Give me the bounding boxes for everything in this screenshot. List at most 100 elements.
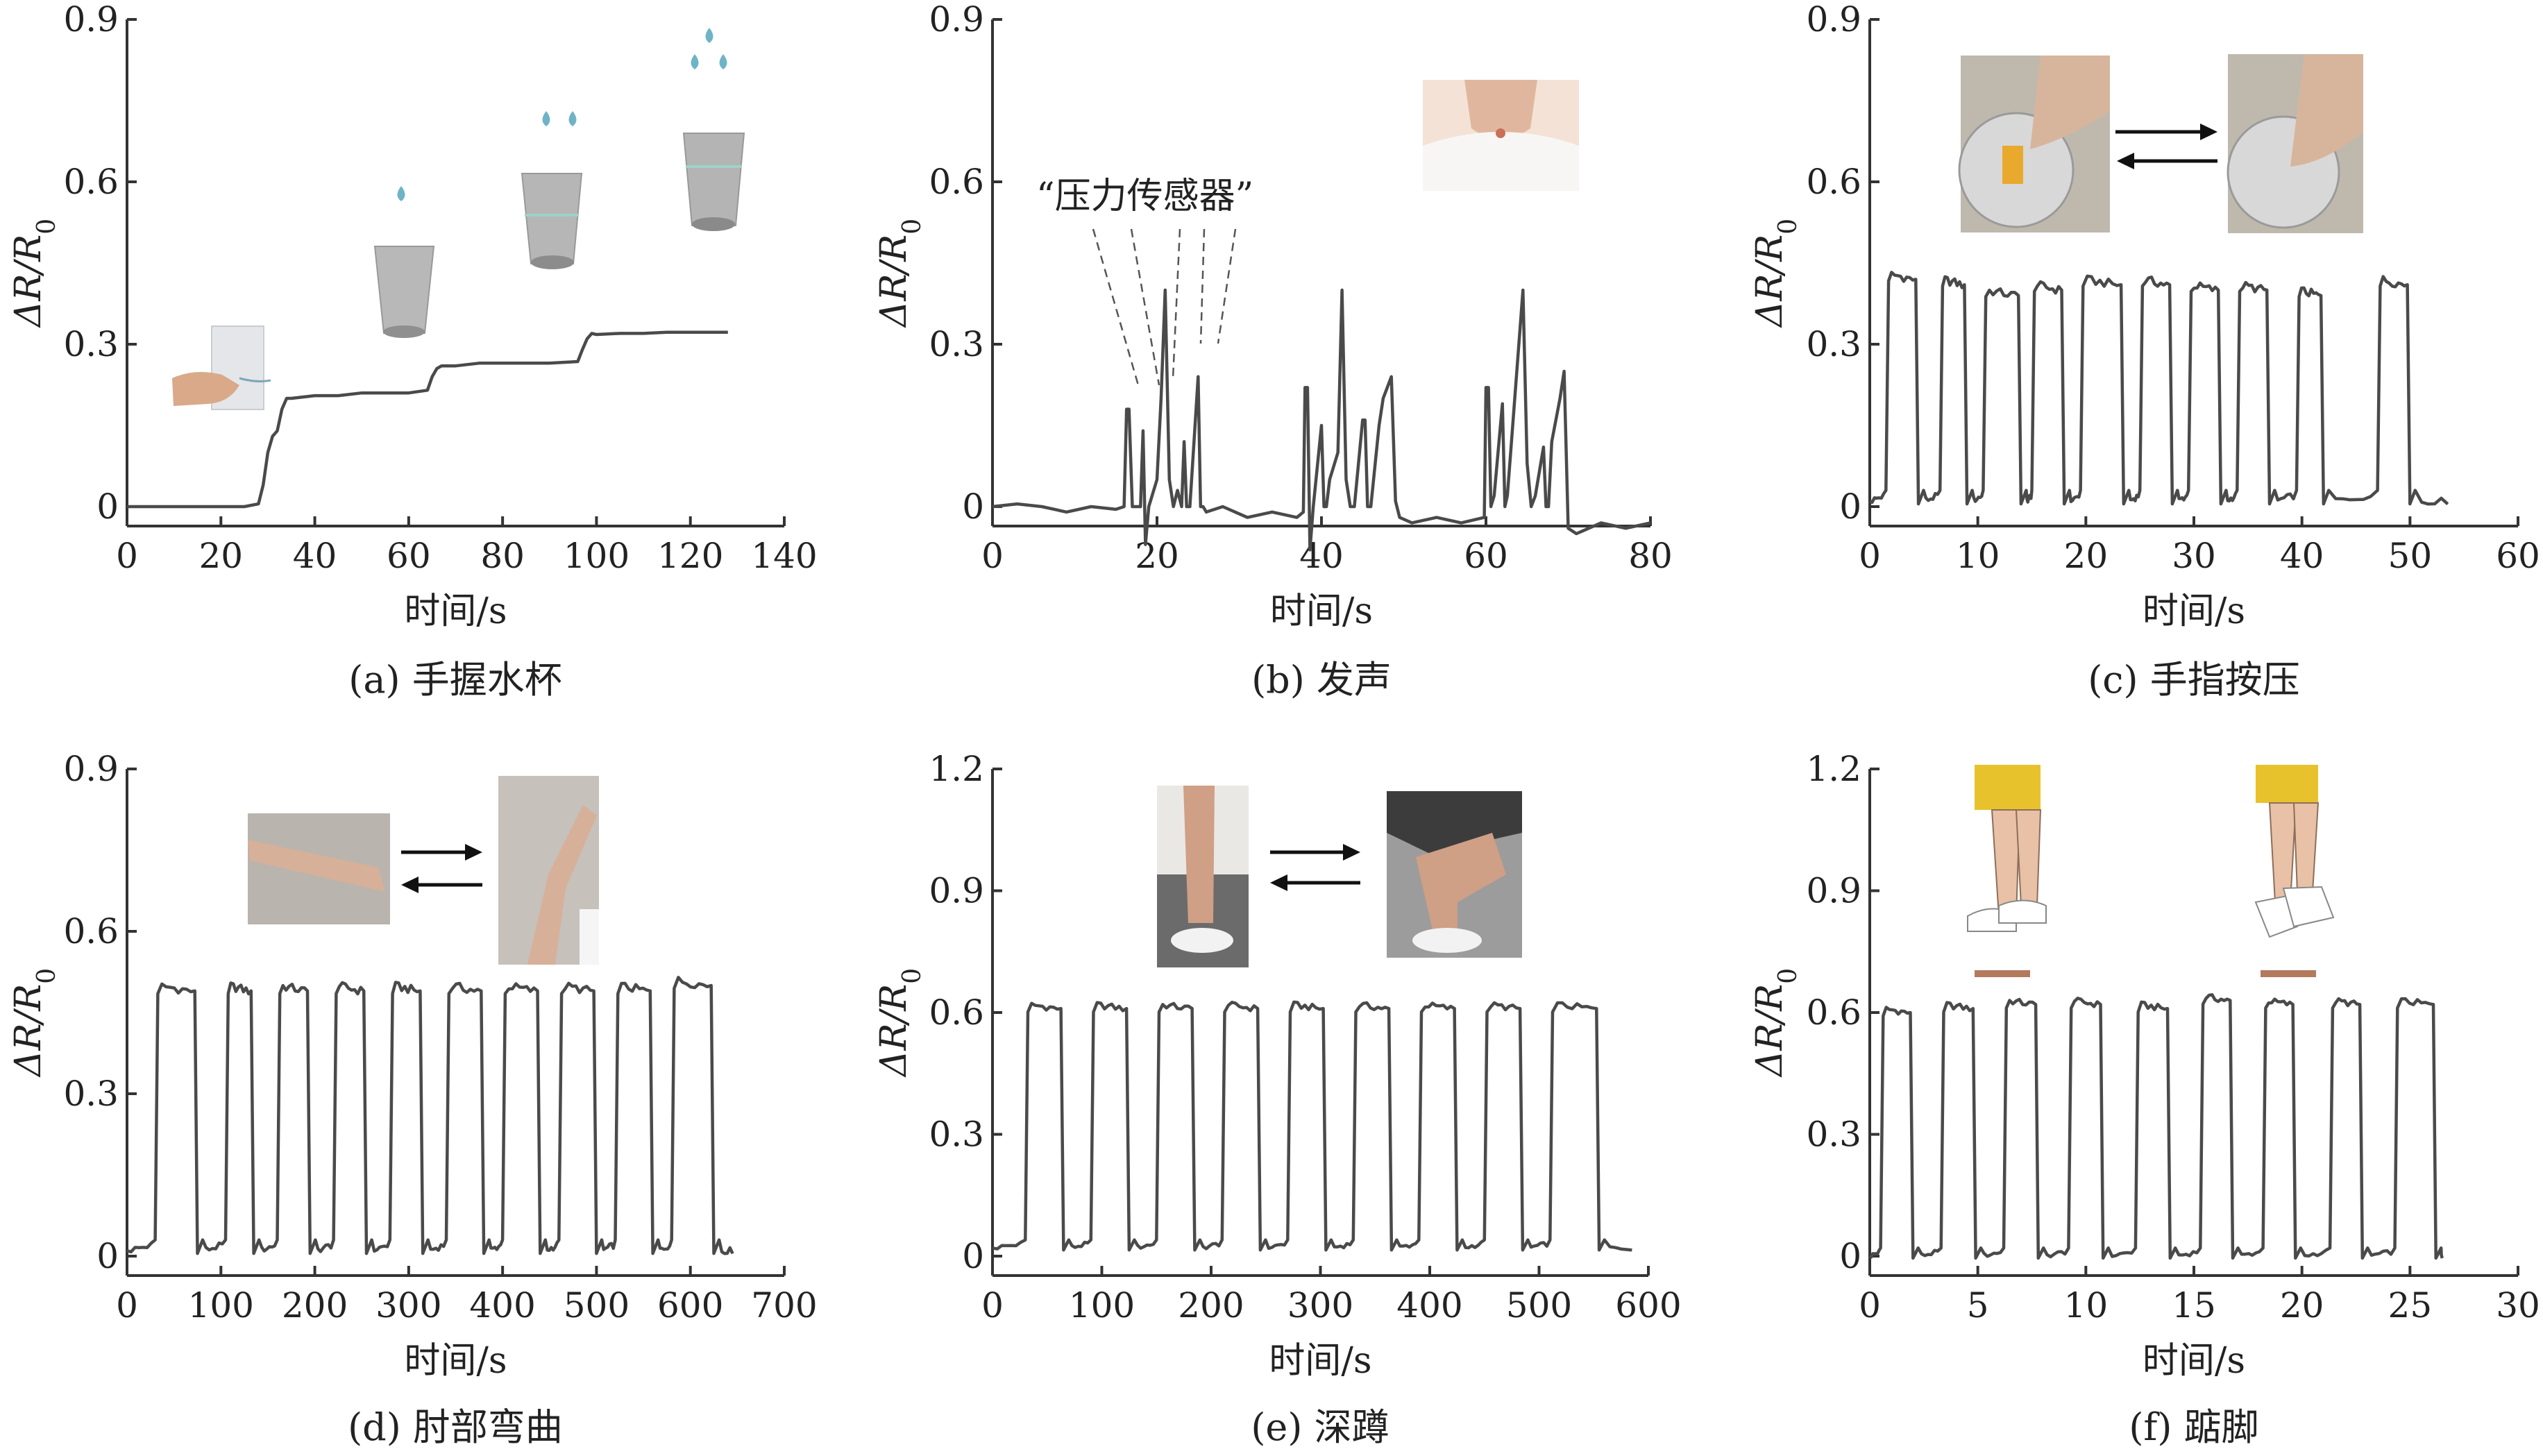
x-tick-label: 60: [1464, 536, 1508, 576]
y-tick-label: 0.9: [929, 871, 984, 911]
y-tick-label: 0: [1839, 486, 1861, 527]
y-tick-label: 0.9: [63, 749, 119, 789]
panel-d: 0 100 200 300 400 500 600 700 0 0.3 0.6 0.9 时间/s ΔR/R…: [8, 749, 818, 1449]
leg-squatting-photo: [1387, 791, 1522, 958]
x-tick-label: 20: [198, 536, 243, 576]
y-tick-label: 0.3: [1806, 324, 1861, 364]
x-tick-label: 300: [375, 1285, 441, 1326]
data-series-line: [992, 288, 1651, 552]
cup-with-1-drop-icon: [373, 186, 435, 338]
x-tick-label: 600: [657, 1285, 723, 1326]
y-tick-label: 1.2: [929, 749, 984, 789]
x-tick-label: 50: [2388, 536, 2433, 576]
data-series-line: [1868, 993, 2444, 1260]
y-tick-label: 0.6: [63, 911, 119, 951]
x-tick-label: 100: [564, 536, 630, 576]
x-tick-label: 500: [1506, 1285, 1572, 1326]
y-tick-label: 0: [96, 1236, 119, 1276]
x-tick-label: 60: [2496, 536, 2540, 576]
annotation-label: “压力传感器”: [1036, 176, 1253, 217]
panel-caption: (e) 深蹲: [1251, 1405, 1389, 1449]
x-tick-label: 0: [1859, 536, 1881, 576]
data-series-line: [127, 330, 728, 509]
x-tick-label: 40: [2280, 536, 2324, 576]
x-axis-label: 时间/s: [1270, 591, 1373, 632]
x-tick-label: 20: [2064, 536, 2109, 576]
panel-f: 0 5 10 15 20 25 30 0 0.3 0.6 0.9 1.2 时间/s ΔR/R0 (f) 踮…: [1749, 749, 2540, 1449]
arm-bent-photo: [498, 776, 599, 965]
panel-b-axes: 0 20 40 60 80 0 0.3 0.6 0.9 时间/s ΔR/R0: [873, 0, 1673, 632]
panel-caption: (c) 手指按压: [2088, 658, 2300, 702]
x-axis-label: 时间/s: [404, 591, 507, 632]
x-tick-label: 5: [1967, 1285, 1989, 1326]
y-tick-label: 0.9: [1806, 0, 1861, 40]
x-tick-label: 700: [751, 1285, 817, 1326]
cup-with-3-drops-icon: [682, 28, 745, 231]
x-tick-label: 100: [1069, 1285, 1135, 1326]
data-series-line: [992, 1000, 1632, 1252]
x-tick-label: 80: [1628, 536, 1673, 576]
y-tick-label: 0.9: [63, 0, 119, 40]
x-tick-label: 60: [387, 536, 431, 576]
y-axis-label: ΔR/R0: [8, 219, 61, 328]
y-tick-label: 0.6: [929, 162, 984, 202]
x-axis-label: 时间/s: [2143, 1340, 2245, 1382]
y-tick-label: 0.3: [929, 1115, 984, 1155]
y-tick-label: 0.3: [63, 324, 119, 364]
y-axis-label: ΔR/R0: [873, 968, 927, 1078]
data-series-line: [1868, 271, 2449, 506]
arm-straight-photo: [248, 813, 390, 924]
x-tick-label: 0: [116, 1285, 138, 1326]
panel-c-axes: 0 10 20 30 40 50 60 0 0.3 0.6 0.9 时间/s ΔR/R0: [1749, 0, 2540, 632]
x-tick-label: 40: [1299, 536, 1344, 576]
x-tick-label: 30: [2172, 536, 2216, 576]
y-tick-label: 0.9: [929, 0, 984, 40]
data-series-line: [126, 976, 734, 1255]
y-tick-label: 0.6: [929, 992, 984, 1033]
panel-a-illustrations: [172, 28, 745, 410]
y-axis-label: ΔR/R0: [1749, 968, 1802, 1078]
x-tick-label: 0: [981, 536, 1004, 576]
x-tick-label: 0: [116, 536, 138, 576]
x-tick-label: 100: [188, 1285, 254, 1326]
x-tick-label: 0: [1859, 1285, 1881, 1326]
y-tick-label: 0.6: [1806, 992, 1861, 1033]
x-tick-label: 15: [2172, 1285, 2216, 1326]
x-tick-label: 40: [293, 536, 337, 576]
cup-with-2-drops-icon: [521, 111, 583, 269]
panel-caption: (b) 发声: [1251, 658, 1392, 702]
y-tick-label: 0.3: [63, 1074, 119, 1114]
panel-d-axes: 0 100 200 300 400 500 600 700 0 0.3 0.6 0.9 时间/s ΔR/R…: [8, 749, 818, 1382]
x-tick-label: 10: [1956, 536, 2000, 576]
y-tick-label: 0.3: [929, 324, 984, 364]
y-tick-label: 0: [962, 486, 984, 527]
x-tick-label: 600: [1615, 1285, 1681, 1326]
bend-straighten-arrows: [401, 844, 482, 893]
y-tick-label: 0: [962, 1236, 984, 1276]
x-tick-label: 400: [469, 1285, 535, 1326]
squat-stand-arrows: [1270, 844, 1360, 891]
x-tick-label: 300: [1287, 1285, 1353, 1326]
pressure-sensor-annotation: “压力传感器”: [1036, 176, 1253, 386]
x-tick-label: 0: [981, 1285, 1004, 1326]
y-tick-label: 0: [1839, 1236, 1861, 1276]
x-axis-label: 时间/s: [1269, 1340, 1371, 1382]
panel-e-axes: 0 100 200 300 400 500 600 0 0.3 0.6 0.9 1.2 时间/s ΔR/R…: [873, 749, 1682, 1382]
panel-f-axes: 0 5 10 15 20 25 30 0 0.3 0.6 0.9 1.2 时间/s ΔR/R0: [1749, 749, 2540, 1382]
y-axis-label: ΔR/R0: [1749, 219, 1802, 328]
y-tick-label: 0.3: [1806, 1115, 1861, 1155]
x-tick-label: 140: [751, 536, 817, 576]
y-tick-label: 0.9: [1806, 871, 1861, 911]
finger-press-photo-1: [1958, 56, 2110, 232]
foot-flat-drawing: [1967, 765, 2047, 977]
y-tick-label: 0.6: [63, 162, 119, 202]
x-tick-label: 120: [657, 536, 723, 576]
x-axis-label: 时间/s: [2143, 591, 2245, 632]
neck-photo: [1423, 80, 1579, 191]
x-tick-label: 20: [1135, 536, 1179, 576]
panel-e: 0 100 200 300 400 500 600 0 0.3 0.6 0.9 1.2 时间/s ΔR/R…: [873, 749, 1682, 1449]
finger-press-photo-2: [2227, 54, 2363, 233]
x-tick-label: 400: [1396, 1285, 1462, 1326]
panel-a-axes: 0 20 40 60 80 100 120 140 0 0.3 0.6 0.9 时间/s ΔR/R0: [8, 0, 818, 632]
